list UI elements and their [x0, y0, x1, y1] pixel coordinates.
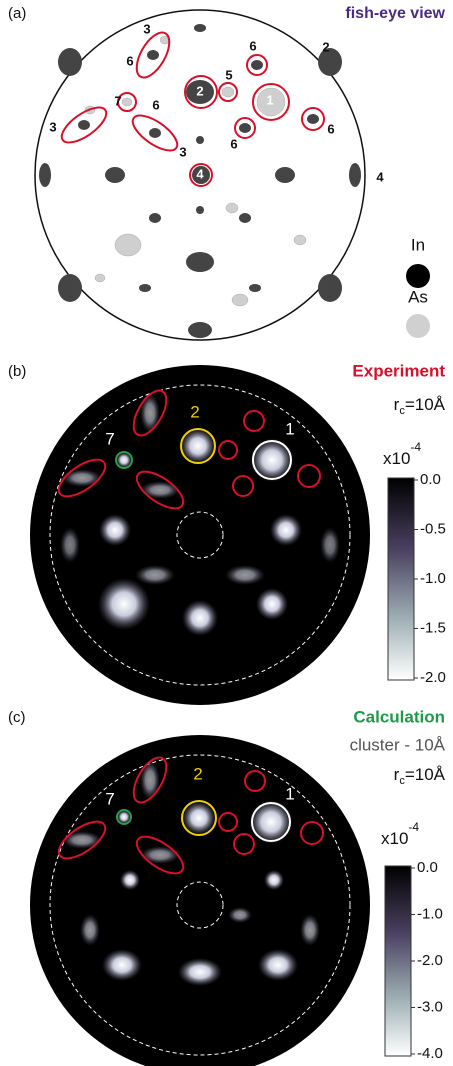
panel-a: (a) fish-eye view: [8, 5, 446, 340]
site-label: 7: [105, 789, 114, 808]
panel-c: (c) Calculation cluster - 10Å rc=10Å 7 2: [8, 707, 446, 1066]
colorbar-tick-label: -1.0: [417, 905, 443, 922]
legend-in-marker: [406, 264, 430, 288]
map-disc: [30, 365, 370, 705]
figure: (a) fish-eye view: [0, 0, 453, 1066]
colorbar-tick-label: -1.0: [420, 570, 446, 587]
panel-title: fish-eye view: [345, 5, 445, 22]
scale-label: x10-4: [383, 440, 421, 468]
map-disc: [30, 735, 370, 1066]
panel-title: Experiment: [352, 361, 445, 380]
site-label: 7: [105, 429, 114, 448]
panel-title: Calculation: [353, 707, 445, 726]
colorbar-tick-label: -0.5: [420, 520, 446, 537]
site-label: 6: [126, 53, 133, 68]
colorbar: [388, 478, 414, 680]
panel-b: (b) Experiment rc=10Å 7 2 1 x: [8, 361, 446, 705]
site-label: 1: [285, 419, 294, 438]
legend-as-marker: [406, 314, 430, 338]
site-label: 6: [327, 121, 334, 136]
colorbar-ticks: 0.0 -1.0 -2.0 -3.0 -4.0: [411, 859, 443, 1062]
scale-label: x10-4: [381, 820, 419, 848]
colorbar-tick-label: -1.5: [420, 619, 446, 636]
panel-letter: (b): [8, 363, 26, 380]
colorbar-ticks: 0.0 -0.5 -1.0 -1.5 -2.0: [414, 471, 446, 686]
site-label: 2: [193, 764, 202, 783]
rc-label: rc=10Å: [394, 395, 446, 416]
site-label: 4: [376, 169, 384, 184]
site-label: 1: [285, 784, 294, 803]
site-label: 1: [266, 92, 273, 107]
site-label: 2: [322, 39, 329, 54]
panel-letter: (c): [8, 709, 26, 726]
colorbar: [385, 866, 411, 1056]
legend-label: As: [408, 287, 428, 306]
site-label: 2: [196, 83, 203, 98]
site-label: 6: [152, 97, 159, 112]
panel-letter: (a): [8, 5, 26, 22]
colorbar-tick-label: -2.0: [417, 952, 443, 969]
panel-subtitle: cluster - 10Å: [350, 735, 446, 754]
site-label: 3: [143, 21, 150, 36]
legend-label: In: [411, 235, 425, 254]
site-label: 7: [114, 93, 121, 108]
colorbar-tick-label: -2.0: [420, 669, 446, 686]
colorbar-tick-label: -3.0: [417, 998, 443, 1015]
site-label: 3: [49, 119, 56, 134]
site-label: 6: [249, 38, 256, 53]
colorbar-tick-label: -4.0: [417, 1045, 443, 1062]
colorbar-tick-label: 0.0: [417, 859, 438, 876]
site-label: 5: [225, 67, 232, 82]
site-label: 2: [190, 402, 199, 421]
site-label: 4: [196, 166, 204, 181]
colorbar-tick-label: 0.0: [420, 471, 441, 488]
site-label: 3: [179, 144, 186, 159]
rc-label: rc=10Å: [394, 765, 446, 786]
site-label: 6: [230, 136, 237, 151]
